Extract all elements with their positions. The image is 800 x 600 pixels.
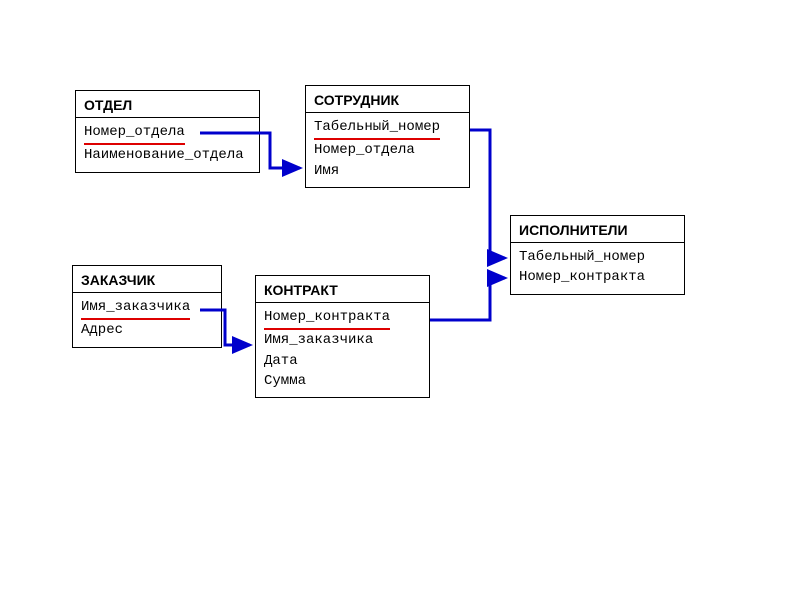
er-diagram-canvas: ОТДЕЛ Номер_отдела Наименование_отдела С… (0, 0, 800, 600)
entity-kontrakt: КОНТРАКТ Номер_контракта Имя_заказчика Д… (255, 275, 430, 398)
entity-ispolniteli-body: Табельный_номер Номер_контракта (511, 243, 684, 294)
attr-kontrakt-imyazakazchika: Имя_заказчика (264, 330, 421, 350)
entity-sotrudnik-body: Табельный_номер Номер_отдела Имя (306, 113, 469, 187)
entity-zakazchik-body: Имя_заказчика Адрес (73, 293, 221, 347)
attr-otdel-nomer: Номер_отдела (84, 122, 251, 145)
entity-zakazchik-title: ЗАКАЗЧИК (73, 266, 221, 293)
entity-otdel-title: ОТДЕЛ (76, 91, 259, 118)
entity-kontrakt-body: Номер_контракта Имя_заказчика Дата Сумма (256, 303, 429, 397)
attr-sotrudnik-nomerotdela: Номер_отдела (314, 140, 461, 160)
attr-zakazchik-imya: Имя_заказчика (81, 297, 213, 320)
entity-zakazchik: ЗАКАЗЧИК Имя_заказчика Адрес (72, 265, 222, 348)
attr-ispolniteli-tabnomer: Табельный_номер (519, 247, 676, 267)
attr-sotrudnik-imya: Имя (314, 161, 461, 181)
edge-sotrudnik-ispolniteli (470, 130, 505, 258)
edge-kontrakt-ispolniteli (430, 278, 505, 320)
attr-sotrudnik-tabnomer: Табельный_номер (314, 117, 461, 140)
attr-otdel-naimenovanie: Наименование_отдела (84, 145, 251, 165)
attr-ispolniteli-nomerkontrakta: Номер_контракта (519, 267, 676, 287)
attr-kontrakt-data: Дата (264, 351, 421, 371)
entity-ispolniteli-title: ИСПОЛНИТЕЛИ (511, 216, 684, 243)
entity-sotrudnik-title: СОТРУДНИК (306, 86, 469, 113)
attr-kontrakt-nomer: Номер_контракта (264, 307, 421, 330)
entity-otdel: ОТДЕЛ Номер_отдела Наименование_отдела (75, 90, 260, 173)
attr-kontrakt-summa: Сумма (264, 371, 421, 391)
entity-sotrudnik: СОТРУДНИК Табельный_номер Номер_отдела И… (305, 85, 470, 188)
entity-kontrakt-title: КОНТРАКТ (256, 276, 429, 303)
entity-otdel-body: Номер_отдела Наименование_отдела (76, 118, 259, 172)
entity-ispolniteli: ИСПОЛНИТЕЛИ Табельный_номер Номер_контра… (510, 215, 685, 295)
attr-zakazchik-adres: Адрес (81, 320, 213, 340)
